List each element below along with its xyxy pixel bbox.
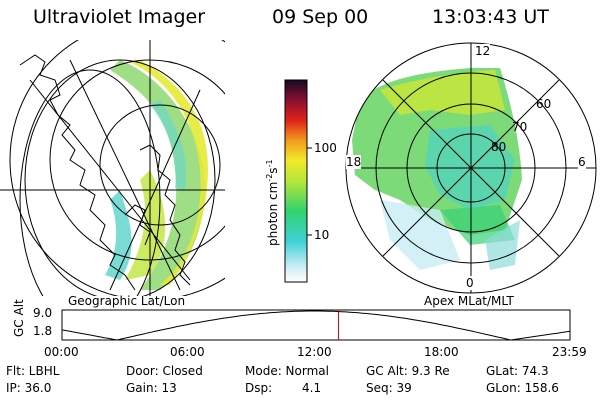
geographic-longitude: GLon: 158.6 bbox=[486, 381, 559, 395]
gc-altitude: GC Alt: 9.3 Re bbox=[366, 364, 450, 378]
time-tick-2359: 23:59 bbox=[552, 345, 587, 359]
colorbar-tick-100: 100 bbox=[314, 141, 337, 155]
mlt-label-6: 6 bbox=[578, 155, 586, 169]
door-status: Door: Closed bbox=[126, 364, 203, 378]
altitude-y-high: 9.0 bbox=[33, 306, 53, 320]
colorbar-tick-10: 10 bbox=[314, 228, 330, 242]
time-tick-0000: 00:00 bbox=[44, 345, 79, 359]
dsp-value: 4.1 bbox=[302, 381, 322, 395]
mode-value: Mode: Normal bbox=[245, 364, 329, 378]
geographic-latitude: GLat: 74.3 bbox=[486, 364, 549, 378]
date-label: 09 Sep 00 bbox=[272, 6, 369, 28]
geographic-caption: Geographic Lat/Lon bbox=[68, 294, 186, 308]
time-tick-1200: 12:00 bbox=[297, 345, 332, 359]
polar-aurora-emission bbox=[352, 68, 522, 270]
flt-filter: Flt: LBHL bbox=[6, 364, 60, 378]
time-tick-0600: 06:00 bbox=[170, 345, 205, 359]
colorbar-unit-mid: s bbox=[266, 167, 280, 174]
altitude-axis-label: GC Alt bbox=[12, 299, 26, 337]
colorbar-unit-text: photon cm bbox=[266, 181, 280, 246]
sequence-number: Seq: 39 bbox=[366, 381, 412, 395]
mlat-label-80: 80 bbox=[491, 140, 507, 154]
dsp-label: Dsp: bbox=[245, 381, 273, 395]
time-tick-1800: 18:00 bbox=[424, 345, 459, 359]
mlat-label-60: 60 bbox=[536, 97, 552, 111]
instrument-title: Ultraviolet Imager bbox=[33, 6, 206, 28]
time-label: 13:03:43 UT bbox=[432, 6, 549, 28]
ip-value: IP: 36.0 bbox=[6, 381, 52, 395]
altitude-curve bbox=[61, 310, 571, 341]
mlt-label-18: 18 bbox=[346, 155, 362, 169]
colorbar-unit-label: photon cm-2s-1 bbox=[265, 159, 280, 246]
apex-caption: Apex MLat/MLT bbox=[424, 294, 514, 308]
geo-map-drawing bbox=[0, 40, 225, 296]
colorbar-unit-sup1: -2 bbox=[265, 173, 274, 182]
mlt-label-12: 12 bbox=[475, 44, 491, 58]
altitude-y-low: 1.8 bbox=[33, 324, 53, 338]
mlat-label-70: 70 bbox=[512, 120, 528, 134]
colorbar-unit-sup2: -1 bbox=[265, 159, 274, 168]
gain-value: Gain: 13 bbox=[126, 381, 177, 395]
mlt-label-0: 0 bbox=[466, 276, 474, 290]
